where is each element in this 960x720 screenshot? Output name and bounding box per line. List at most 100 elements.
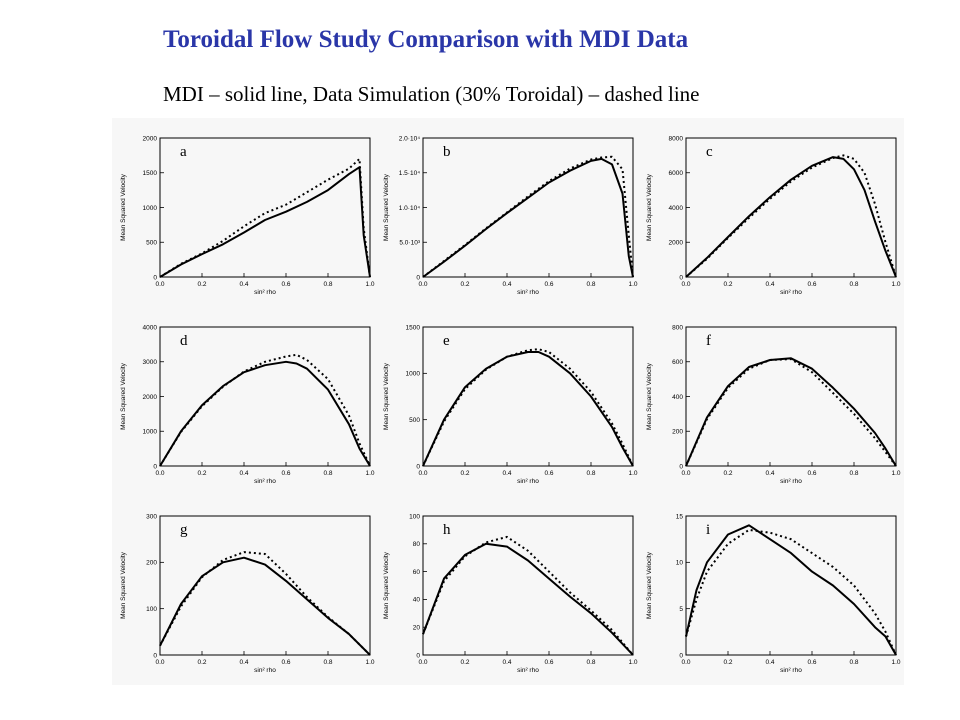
y-tick-label: 600 [672,359,683,366]
y-tick-label: 80 [413,541,421,548]
x-tick-label: 0.0 [418,470,427,477]
y-tick-label: 100 [146,606,157,613]
panel-i: 0.0 0.2 0.4 0.6 0.8 1.0 0 5 10 15 sin² rho Mean Squ… [646,513,901,674]
series-line-mdi [685,156,897,278]
panel-a: 0.0 0.2 0.4 0.6 0.8 1.0 0 500 1000 1500 2000 sin² r… [120,135,375,296]
chart-figure: 0.0 0.2 0.4 0.6 0.8 1.0 0 500 1000 1500 2000 sin² r… [112,118,904,685]
plot-frame [422,326,634,467]
y-axis-label: Mean Squared Velocity [646,551,653,619]
panel-letter: g [180,522,188,538]
x-tick-label: 0.0 [155,281,164,288]
panel-e: 0.0 0.2 0.4 0.6 0.8 1.0 0 500 1000 1500 sin² rho Me… [383,324,638,485]
series-line-simulation [422,348,634,467]
x-tick-label: 0.0 [418,281,427,288]
y-tick-label: 1000 [406,371,421,378]
x-tick-label: 1.0 [628,470,637,477]
y-tick-label: 2000 [143,135,158,142]
series-line-mdi [422,542,634,656]
panel-f: 0.0 0.2 0.4 0.6 0.8 1.0 0 200 400 600 800 sin² rho M… [646,324,901,485]
x-tick-label: 0.8 [323,659,332,666]
x-tick-label: 0.6 [281,281,290,288]
y-tick-label: 1.5·10⁴ [399,170,420,177]
x-tick-label: 0.6 [807,281,816,288]
x-tick-label: 1.0 [891,281,900,288]
x-tick-label: 0.0 [418,659,427,666]
x-tick-label: 0.8 [586,659,595,666]
panel-letter: h [443,522,451,538]
series-line-mdi [685,357,897,467]
x-tick-label: 0.8 [849,470,858,477]
series-line-mdi [159,556,371,656]
x-axis-label: sin² rho [254,667,276,674]
x-tick-label: 0.2 [197,659,206,666]
panel-letter: d [180,333,188,349]
panel-letter: f [706,333,711,349]
y-tick-label: 8000 [669,135,684,142]
x-tick-label: 0.6 [281,659,290,666]
y-tick-label: 0 [679,274,683,281]
x-tick-label: 0.2 [723,281,732,288]
panel-letter: b [443,144,451,160]
x-tick-label: 0.4 [239,659,248,666]
y-tick-label: 0 [416,652,420,659]
y-tick-label: 60 [413,569,421,576]
x-tick-label: 0.4 [239,470,248,477]
y-tick-label: 5.0·10³ [399,240,420,247]
y-tick-label: 0 [679,463,683,470]
y-tick-label: 2000 [143,394,158,401]
y-tick-label: 0 [416,463,420,470]
panel-d: 0.0 0.2 0.4 0.6 0.8 1.0 0 1000 2000 3000 4000 sin² … [120,324,375,485]
x-tick-label: 0.2 [460,470,469,477]
x-tick-label: 0.8 [586,470,595,477]
x-tick-label: 1.0 [628,281,637,288]
x-tick-label: 0.4 [239,281,248,288]
y-tick-label: 0 [679,652,683,659]
x-tick-label: 0.0 [155,659,164,666]
y-tick-label: 15 [676,513,684,520]
x-tick-label: 0.6 [544,281,553,288]
x-tick-label: 0.4 [502,659,511,666]
x-tick-label: 0.2 [460,659,469,666]
x-axis-label: sin² rho [780,289,802,296]
series-line-simulation [159,551,371,656]
y-tick-label: 0 [153,274,157,281]
panel-letter: c [706,144,713,160]
x-tick-label: 0.2 [723,659,732,666]
plot-frame [422,515,634,656]
x-tick-label: 0.0 [681,470,690,477]
x-tick-label: 1.0 [365,281,374,288]
y-axis-label: Mean Squared Velocity [120,551,127,619]
x-tick-label: 0.2 [460,281,469,288]
panel-h: 0.0 0.2 0.4 0.6 0.8 1.0 0 20 40 60 80 100 sin² rho Me… [383,513,638,674]
y-tick-label: 2000 [669,240,684,247]
y-tick-label: 0 [153,652,157,659]
y-tick-label: 500 [146,240,157,247]
x-axis-label: sin² rho [254,478,276,485]
plot-frame [685,515,897,656]
x-tick-label: 0.2 [197,281,206,288]
y-tick-label: 1.0·10⁴ [399,205,420,212]
y-tick-label: 4000 [143,324,158,331]
x-tick-label: 1.0 [628,659,637,666]
x-tick-label: 0.0 [155,470,164,477]
series-line-mdi [422,351,634,467]
y-tick-label: 20 [413,625,421,632]
x-tick-label: 0.6 [544,470,553,477]
page-title: Toroidal Flow Study Comparison with MDI … [163,26,689,53]
x-tick-label: 0.4 [502,470,511,477]
series-line-simulation [685,528,897,656]
y-axis-label: Mean Squared Velocity [383,173,390,241]
plot-frame [159,515,371,656]
x-tick-label: 1.0 [365,659,374,666]
y-tick-label: 200 [146,560,157,567]
y-tick-label: 0 [153,463,157,470]
x-tick-label: 1.0 [365,470,374,477]
x-tick-label: 0.4 [502,281,511,288]
panel-g: 0.0 0.2 0.4 0.6 0.8 1.0 0 100 200 300 sin² rho Mean… [120,513,375,674]
y-tick-label: 1000 [143,205,158,212]
y-tick-label: 2.0·10⁴ [399,135,420,142]
series-line-mdi [422,157,634,278]
panel-letter: a [180,144,187,160]
plot-frame [685,326,897,467]
y-tick-label: 40 [413,597,421,604]
